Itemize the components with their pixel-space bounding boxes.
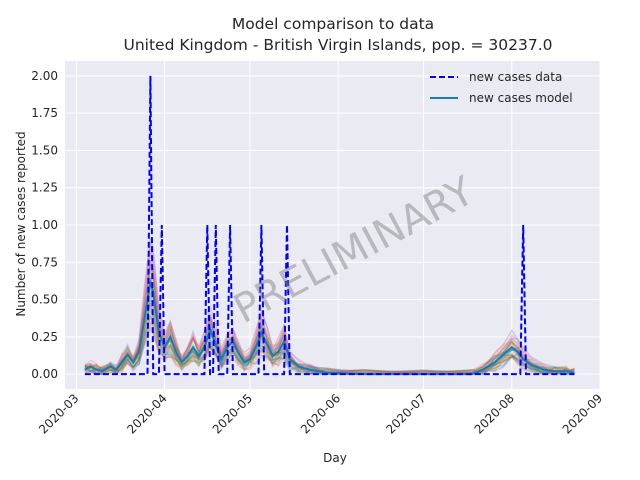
model-ensemble-line <box>84 302 575 375</box>
y-tick-label: 2.00 <box>31 69 58 83</box>
x-axis-ticks: 2020-03 2020-04 2020-05 2020-06 2020-07 2020-… <box>36 391 605 436</box>
model-ensemble-line <box>84 266 575 376</box>
series-line-model <box>84 281 575 376</box>
model-ensemble-line <box>84 260 575 375</box>
chart-subtitle: United Kingdom - British Virgin Islands,… <box>123 36 552 54</box>
model-ensemble-line <box>84 237 575 375</box>
model-ensemble-line <box>84 314 575 375</box>
x-axis-label: Day <box>323 451 347 465</box>
y-tick-label: 0.75 <box>31 255 58 269</box>
y-tick-label: 0.00 <box>31 367 58 381</box>
model-ensemble-line <box>84 264 575 375</box>
x-tick-label: 2020-09 <box>560 391 605 436</box>
x-tick-label: 2020-04 <box>124 391 169 436</box>
model-ensemble-line <box>84 326 575 375</box>
chart-title: Model comparison to data <box>232 15 434 33</box>
model-ensemble-line <box>84 252 575 376</box>
y-tick-label: 1.75 <box>31 106 58 120</box>
y-tick-label: 1.25 <box>31 181 58 195</box>
y-axis-ticks: 0.00 0.25 0.50 0.75 1.00 1.25 1.50 1.75 2.00 <box>31 69 58 381</box>
legend: new cases data new cases model <box>430 70 573 105</box>
y-axis-label: Number of new cases reported <box>14 131 28 316</box>
model-ensemble-line <box>84 270 575 375</box>
model-ensemble-line <box>84 246 575 376</box>
model-ensemble-line <box>84 305 575 375</box>
model-ensemble-line <box>84 315 575 375</box>
model-ensemble-line <box>84 308 575 375</box>
legend-label-data: new cases data <box>469 70 562 84</box>
series <box>84 75 575 376</box>
y-tick-label: 1.50 <box>31 143 58 157</box>
x-tick-label: 2020-06 <box>298 391 343 436</box>
y-tick-label: 1.00 <box>31 218 58 232</box>
y-tick-label: 0.25 <box>31 330 58 344</box>
model-ensemble-line <box>84 321 575 375</box>
model-ensemble-line <box>84 241 575 375</box>
model-ensemble-line <box>84 321 575 375</box>
model-ensemble-line <box>84 315 575 375</box>
y-tick-label: 0.50 <box>31 293 58 307</box>
legend-label-model: new cases model <box>469 91 573 105</box>
x-tick-label: 2020-07 <box>383 391 428 436</box>
x-tick-label: 2020-03 <box>36 391 81 436</box>
x-tick-label: 2020-08 <box>472 391 517 436</box>
model-ensemble-line <box>84 282 575 376</box>
model-ensemble-line <box>84 292 575 375</box>
model-ensemble-line <box>84 277 575 375</box>
series-line-data <box>84 75 575 376</box>
model-ensemble-line <box>84 305 575 376</box>
x-tick-label: 2020-05 <box>210 391 255 436</box>
model-ensemble-line <box>84 249 575 375</box>
